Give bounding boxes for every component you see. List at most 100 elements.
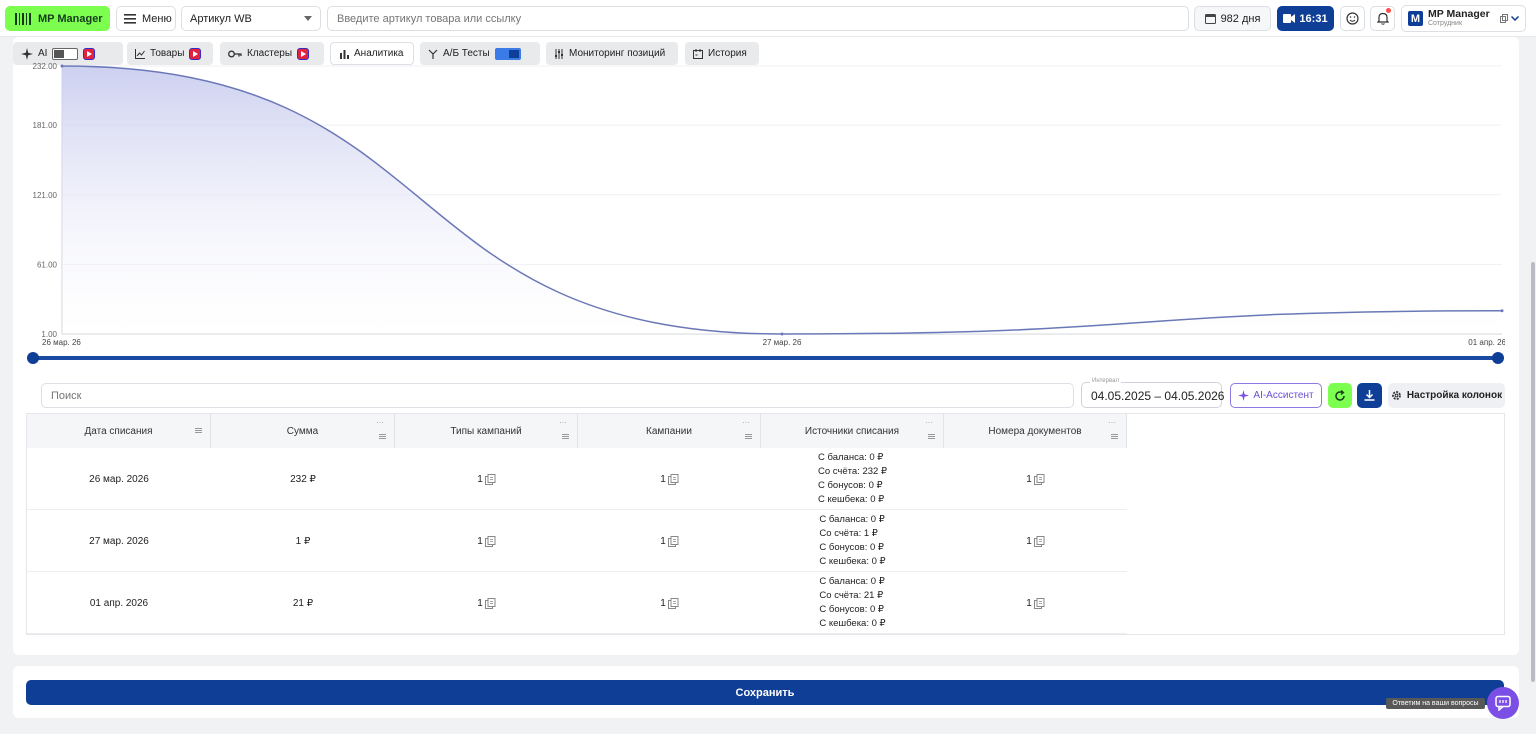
expense-chart: 1.00 61.00 121.00 181.00 232.00 26 мар. 26 27…	[33, 62, 1505, 347]
column-header-sum[interactable]: Сумма ···	[211, 414, 395, 448]
ab-tests-toggle[interactable]	[494, 47, 521, 60]
column-menu-icon[interactable]	[928, 434, 935, 439]
notification-dot	[1386, 8, 1391, 13]
column-header-campaign-types[interactable]: Типы кампаний ···	[395, 414, 578, 448]
smile-button[interactable]	[1340, 6, 1365, 31]
x-tick-label: 27 мар. 26	[763, 338, 802, 347]
column-menu-icon[interactable]	[379, 434, 386, 439]
source-line: С бонусов: 0 ₽	[819, 604, 884, 615]
tab-analytics[interactable]: Аналитика	[330, 42, 414, 65]
table-row[interactable]: 01 апр. 2026 21 ₽1 1 С баланса: 0 ₽ Со счёта…	[27, 572, 1127, 634]
copy-icon[interactable]	[667, 535, 679, 547]
date-range-picker[interactable]: Интервал 04.05.2025 – 04.05.2026	[1081, 378, 1224, 408]
table-search-input[interactable]	[41, 383, 1074, 408]
more-icon[interactable]: ···	[376, 418, 384, 427]
notifications-button[interactable]	[1370, 6, 1395, 31]
cell-campaigns: 1	[578, 572, 761, 634]
article-type-select[interactable]: Артикул WB	[181, 6, 321, 31]
column-header-sources[interactable]: Источники списания ···	[761, 414, 944, 448]
range-start-handle[interactable]	[27, 352, 39, 364]
menu-label: Меню	[142, 12, 172, 25]
copy-icon[interactable]	[1033, 473, 1045, 485]
column-menu-icon[interactable]	[562, 434, 569, 439]
cell-sum: 232 ₽	[290, 473, 316, 485]
table-row[interactable]: 27 мар. 2026 1 ₽1 1 С баланса: 0 ₽ Со счёта:…	[27, 510, 1127, 572]
account-menu[interactable]: M MP Manager Сотрудник	[1401, 5, 1526, 32]
more-icon[interactable]: ···	[1108, 418, 1116, 427]
copy-icon[interactable]	[484, 473, 496, 485]
source-line: С баланса: 0 ₽	[819, 514, 885, 525]
page-scrollbar[interactable]	[1531, 262, 1535, 682]
subscription-days-button[interactable]: 982 дня	[1194, 6, 1271, 31]
x-tick-label: 01 апр. 26	[1468, 338, 1505, 347]
chart-data-point[interactable]	[1500, 309, 1504, 313]
chart-line-icon	[135, 48, 145, 59]
column-menu-icon[interactable]	[745, 434, 752, 439]
copy-icon[interactable]	[1033, 597, 1045, 609]
range-end-handle[interactable]	[1492, 352, 1504, 364]
history-icon	[693, 48, 703, 59]
ai-toggle[interactable]	[52, 47, 79, 60]
cell-campaign-types: 1	[395, 448, 578, 510]
video-time-button[interactable]: 16:31	[1277, 6, 1334, 31]
tab-products[interactable]: Товары	[127, 42, 213, 65]
tab-ai[interactable]: AI	[13, 42, 123, 65]
account-role: Сотрудник	[1428, 20, 1463, 27]
cell-documents: 1	[944, 510, 1127, 572]
cell-date: 27 мар. 2026	[89, 535, 149, 547]
sliders-icon	[555, 48, 563, 59]
chart-data-point[interactable]	[780, 332, 784, 336]
column-header-documents[interactable]: Номера документов ···	[944, 414, 1127, 448]
chart-data-point[interactable]	[60, 64, 64, 68]
download-button[interactable]	[1357, 383, 1382, 408]
column-menu-icon[interactable]	[195, 428, 202, 433]
tab-label: Мониторинг позиций	[569, 48, 666, 59]
logo-text: MP Manager	[38, 12, 103, 25]
table-row[interactable]: 26 мар. 2026 232 ₽1 1 С баланса: 0 ₽ Со счёт…	[27, 448, 1127, 510]
copy-icon[interactable]	[1033, 535, 1045, 547]
more-icon[interactable]: ···	[559, 418, 567, 427]
more-icon[interactable]: ···	[925, 418, 933, 427]
tab-ab-tests[interactable]: А/Б Тесты	[420, 42, 540, 65]
ai-assistant-button[interactable]: AI-Ассистент	[1230, 383, 1322, 408]
column-header-campaigns[interactable]: Кампании ···	[578, 414, 761, 448]
chart-area-fill	[62, 66, 1502, 334]
column-header-date[interactable]: Дата списания	[27, 414, 211, 448]
column-settings-label: Настройка колонок	[1406, 390, 1503, 401]
menu-button[interactable]: Меню	[116, 6, 176, 31]
logo-button[interactable]: MP Manager	[5, 6, 110, 31]
date-range-slider[interactable]	[33, 356, 1498, 360]
calendar-icon	[1204, 14, 1216, 24]
cell-sources: С баланса: 0 ₽ Со счёта: 1 ₽ С бонусов: 0 …	[761, 510, 944, 572]
x-tick-label: 26 мар. 26	[42, 338, 81, 347]
save-button[interactable]: Сохранить	[26, 680, 1504, 705]
cell-sum: 21 ₽	[292, 597, 314, 609]
source-line: С кешбека: 0 ₽	[819, 618, 886, 629]
column-settings-button[interactable]: Настройка колонок	[1388, 383, 1505, 408]
more-icon[interactable]: ···	[742, 418, 750, 427]
source-line: С бонусов: 0 ₽	[819, 542, 884, 553]
refresh-button[interactable]	[1328, 383, 1352, 408]
cell-campaign-types: 1	[395, 510, 578, 572]
column-menu-icon[interactable]	[1111, 434, 1118, 439]
copy-icon[interactable]	[667, 597, 679, 609]
copy-icon[interactable]	[484, 535, 496, 547]
video-play-icon[interactable]	[83, 47, 96, 60]
copy-icon[interactable]	[667, 473, 679, 485]
hamburger-icon	[124, 13, 136, 24]
video-play-icon[interactable]	[297, 47, 309, 60]
barcode-logo-icon	[15, 12, 31, 25]
date-range-label: Интервал	[1090, 378, 1121, 384]
help-chat-button[interactable]	[1487, 687, 1519, 719]
article-search-input[interactable]	[327, 6, 1189, 31]
copy-icon[interactable]	[484, 597, 496, 609]
tab-history[interactable]: История	[685, 42, 759, 65]
tab-position-monitoring[interactable]: Мониторинг позиций	[546, 42, 678, 65]
cell-date: 01 апр. 2026	[89, 597, 149, 609]
tab-label: Товары	[150, 48, 185, 59]
video-play-icon[interactable]	[189, 47, 202, 60]
chart-series-line	[61, 65, 1503, 335]
y-tick-label: 61.00	[37, 260, 58, 269]
tab-clusters[interactable]: Кластеры	[220, 42, 324, 65]
copy-icon	[1500, 14, 1508, 23]
